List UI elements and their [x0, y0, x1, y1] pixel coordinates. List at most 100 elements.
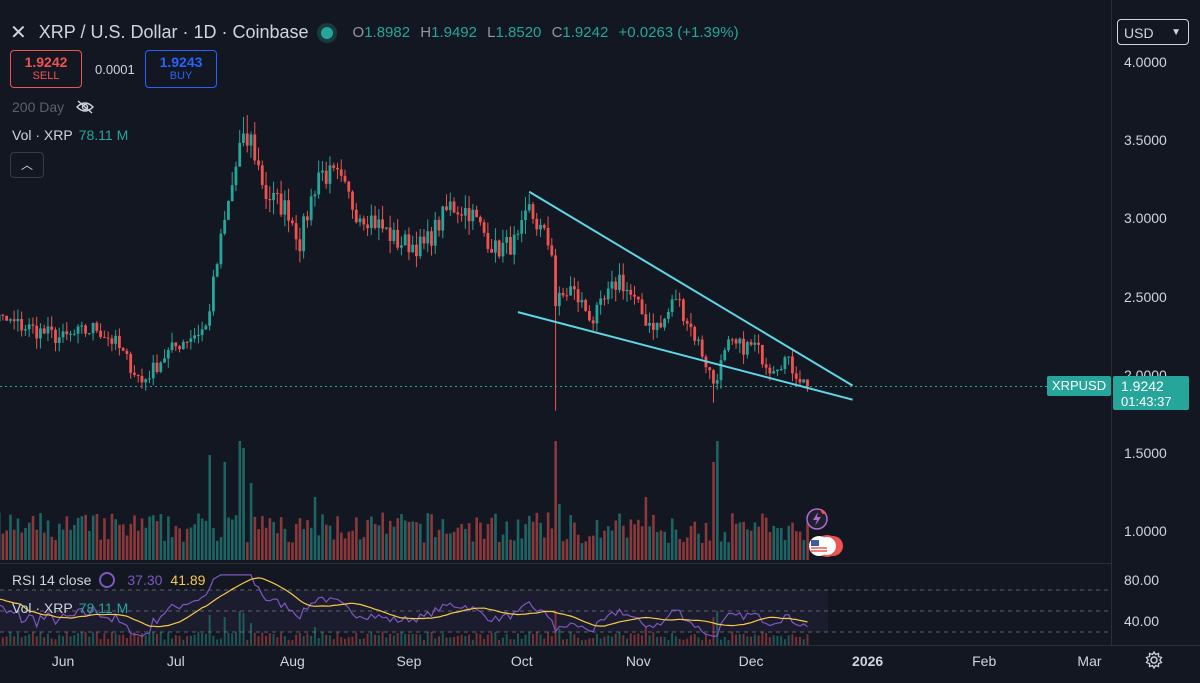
us-flag-event-icon[interactable]	[807, 535, 843, 557]
volume-bar	[69, 529, 72, 560]
candle-body	[527, 204, 531, 211]
collapse-legend-button[interactable]: ︿	[10, 152, 44, 178]
rsi-label: RSI 14 close	[12, 572, 92, 588]
volume-bar	[24, 527, 27, 560]
rsi-pane-volume-bar	[422, 640, 425, 645]
candle-body	[524, 210, 527, 221]
rsi-pane-volume-bar	[750, 636, 753, 645]
candle-body	[46, 326, 50, 334]
rsi-volume-legend[interactable]: Vol · XRP 78.11 M	[12, 600, 128, 616]
volume-bar	[84, 514, 87, 560]
rsi-pane-volume-bar	[396, 633, 399, 645]
candle-body	[659, 322, 663, 328]
candle-body	[189, 338, 193, 342]
candle-body	[249, 134, 253, 146]
volume-bar	[494, 513, 497, 560]
rsi-pane-volume-bar	[178, 635, 181, 645]
rsi-pane-volume-bar	[479, 634, 482, 645]
candle-body	[648, 322, 651, 326]
candle-body	[625, 289, 629, 292]
volume-bar	[595, 520, 599, 560]
volume-bar	[174, 525, 178, 560]
volume-bar	[422, 542, 426, 560]
rsi-pane-volume-bar	[532, 634, 534, 645]
candle-body	[35, 325, 39, 339]
volume-bar	[50, 536, 54, 560]
rsi-pane-volume-bar	[9, 632, 12, 645]
rsi-pane-volume-bar	[772, 635, 775, 645]
rsi-pane-volume-bar	[50, 638, 53, 645]
symbol-title-row: ✕ XRP / U.S. Dollar · 1D · Coinbase O1.8…	[10, 20, 739, 45]
candle-body	[806, 379, 809, 387]
candle-body	[501, 242, 505, 257]
candle-body	[430, 231, 433, 246]
rsi-ma-value: 41.89	[170, 572, 206, 588]
volume-bar	[31, 515, 35, 560]
volume-bar	[565, 539, 569, 560]
events-icon[interactable]	[806, 508, 828, 530]
volume-bar	[591, 535, 595, 560]
candle-body	[400, 245, 403, 248]
rsi-pane-volume-bar	[659, 636, 662, 645]
volume-legend[interactable]: Vol · XRP 78.11 M	[12, 127, 128, 143]
volume-bar	[313, 497, 317, 560]
rsi-pane-volume-bar	[783, 639, 786, 645]
candle-body	[415, 244, 418, 257]
volume-bar	[215, 540, 219, 560]
rsi-pane-volume-bar	[483, 638, 486, 645]
rsi-pane-volume-bar	[24, 635, 27, 645]
buy-button[interactable]: 1.9243 BUY	[145, 50, 217, 88]
candle-body	[69, 333, 72, 335]
rsi-pane-volume-bar	[407, 634, 410, 645]
eye-off-icon[interactable]	[76, 100, 95, 114]
volume-bar	[125, 535, 129, 560]
volume-bar	[246, 542, 249, 560]
close-icon[interactable]: ✕	[10, 22, 27, 44]
volume-bar	[381, 512, 384, 560]
rsi-value: 37.30	[127, 572, 163, 588]
volume-bar	[140, 518, 144, 560]
ma-label: 200 Day	[12, 99, 65, 115]
candle-body	[396, 229, 400, 248]
candle-body	[196, 334, 200, 336]
currency-select[interactable]: USD ▼	[1117, 19, 1189, 45]
candle-body	[272, 192, 275, 201]
gear-icon[interactable]	[1145, 651, 1163, 669]
rsi-pane-volume-bar	[490, 632, 493, 645]
rsi-pane-volume-bar	[682, 639, 685, 645]
sell-button[interactable]: 1.9242 SELL	[10, 50, 82, 88]
volume-bar	[148, 516, 151, 560]
chevron-up-icon: ︿	[20, 158, 33, 172]
volume-bar	[321, 514, 324, 560]
candle-body	[332, 165, 336, 168]
symbol-title[interactable]: XRP / U.S. Dollar · 1D · Coinbase	[38, 22, 309, 42]
candle-body	[614, 281, 618, 290]
rsi-pane-volume-bar	[389, 633, 392, 645]
candle-body	[708, 367, 712, 371]
volume-bar	[91, 515, 95, 560]
volume-bar	[640, 526, 644, 560]
candle-body	[76, 326, 80, 334]
rsi-pane-volume-bar	[738, 634, 741, 645]
volume-bar	[400, 513, 403, 560]
rsi-volume-value: 78.11 M	[78, 600, 129, 616]
candle-body	[727, 339, 730, 351]
volume-bar	[584, 541, 588, 560]
sell-price: 1.9242	[24, 54, 68, 70]
volume-bar	[223, 462, 227, 560]
candle-body	[200, 329, 204, 335]
rsi-pane-volume-bar	[434, 638, 437, 645]
volume-bar	[43, 532, 46, 560]
candle-body	[347, 181, 351, 192]
volume-bar	[727, 542, 730, 560]
rsi-pane-volume-bar	[565, 639, 568, 645]
candle-body	[463, 208, 467, 216]
volume-bar	[291, 542, 294, 560]
rsi-pane-volume-bar	[464, 636, 467, 645]
volume-bar	[674, 529, 678, 560]
rsi-legend[interactable]: RSI 14 close 37.30 41.89	[12, 572, 205, 588]
ma-indicator-legend[interactable]: 200 Day	[12, 99, 95, 115]
rsi-pane-volume-bar	[400, 631, 403, 645]
rsi-pane-volume-bar	[246, 639, 249, 645]
